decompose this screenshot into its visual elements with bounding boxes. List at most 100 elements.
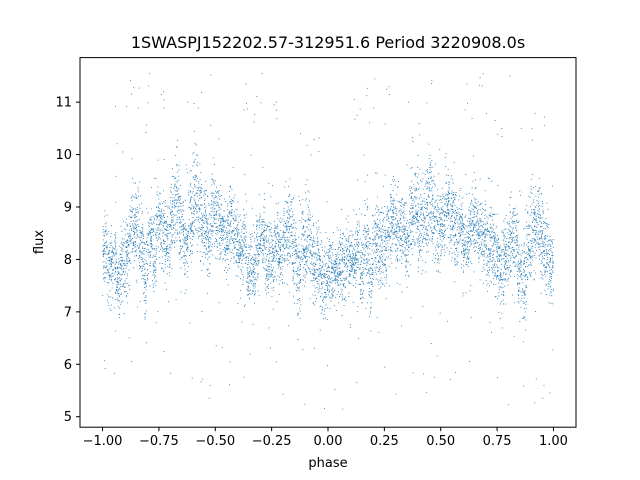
data-point [287, 264, 289, 266]
data-point [298, 236, 300, 238]
data-point [330, 244, 332, 246]
data-point [167, 216, 169, 218]
data-point [355, 254, 356, 256]
data-point [236, 214, 238, 216]
data-point [158, 246, 160, 248]
data-point [244, 246, 246, 248]
data-point [231, 230, 233, 232]
data-point [306, 226, 308, 228]
data-point [399, 230, 401, 232]
data-point [312, 277, 314, 279]
data-point [346, 251, 347, 253]
data-point [176, 191, 178, 192]
data-point [142, 275, 144, 277]
data-point [142, 234, 144, 236]
data-point [275, 237, 277, 238]
data-point [318, 151, 320, 152]
data-point [412, 216, 414, 218]
data-point [106, 254, 108, 256]
data-point [215, 230, 217, 231]
data-point [360, 263, 362, 265]
data-point [119, 277, 121, 279]
data-point [377, 206, 378, 208]
data-point [417, 189, 419, 191]
data-point [349, 270, 351, 272]
data-point [411, 212, 413, 214]
data-point [338, 260, 340, 262]
data-point [235, 261, 237, 263]
data-point [279, 241, 281, 243]
data-point [252, 256, 254, 258]
data-point [234, 218, 236, 220]
data-point [376, 266, 378, 268]
data-point [227, 230, 229, 232]
data-point [158, 251, 160, 252]
data-point [144, 274, 146, 276]
data-point [172, 219, 174, 221]
data-point [304, 252, 306, 254]
data-point [222, 234, 224, 236]
data-point [202, 218, 203, 220]
data-point [341, 279, 343, 281]
data-point [359, 293, 361, 295]
data-point [118, 272, 120, 273]
data-point [266, 293, 267, 295]
data-point [277, 212, 279, 214]
data-point [364, 181, 366, 183]
data-point [227, 219, 229, 221]
data-point [335, 270, 337, 272]
data-point [347, 241, 349, 243]
data-point [331, 277, 333, 279]
data-point [277, 267, 279, 269]
data-point [114, 292, 116, 294]
data-point [167, 258, 169, 260]
data-point [215, 213, 217, 215]
data-point [413, 217, 414, 219]
data-point [231, 209, 233, 211]
data-point [159, 211, 161, 212]
data-point [169, 263, 171, 265]
data-point [247, 276, 249, 278]
data-point [302, 258, 304, 260]
data-point [420, 256, 422, 258]
data-point [197, 178, 199, 180]
data-point [212, 225, 214, 227]
data-point [134, 251, 136, 253]
data-point [232, 231, 234, 233]
data-point [339, 275, 341, 276]
data-point [210, 214, 212, 216]
data-point [133, 226, 135, 228]
data-point [358, 225, 360, 227]
data-point [257, 243, 259, 245]
data-point [346, 259, 348, 261]
data-point [129, 234, 131, 236]
data-point [237, 236, 238, 238]
data-point [201, 255, 203, 257]
data-point [375, 243, 377, 245]
data-point [132, 224, 134, 226]
data-point [109, 278, 111, 280]
data-point [314, 252, 316, 254]
data-point [140, 239, 142, 241]
data-point [372, 215, 374, 217]
data-point [186, 243, 188, 245]
data-point [236, 262, 238, 263]
data-point [166, 229, 167, 231]
data-point [241, 269, 243, 271]
data-point [230, 257, 232, 259]
data-point [373, 240, 375, 242]
data-point [369, 311, 371, 313]
data-point [415, 217, 417, 219]
data-point [375, 172, 377, 174]
data-point [263, 257, 265, 259]
data-point [213, 230, 215, 232]
data-point [272, 289, 274, 291]
data-point [354, 269, 356, 271]
data-point [244, 253, 246, 255]
data-point [249, 290, 251, 292]
data-point [375, 222, 376, 224]
data-point [305, 248, 307, 250]
data-point [366, 248, 368, 250]
data-point [306, 250, 308, 252]
data-point [310, 261, 312, 263]
